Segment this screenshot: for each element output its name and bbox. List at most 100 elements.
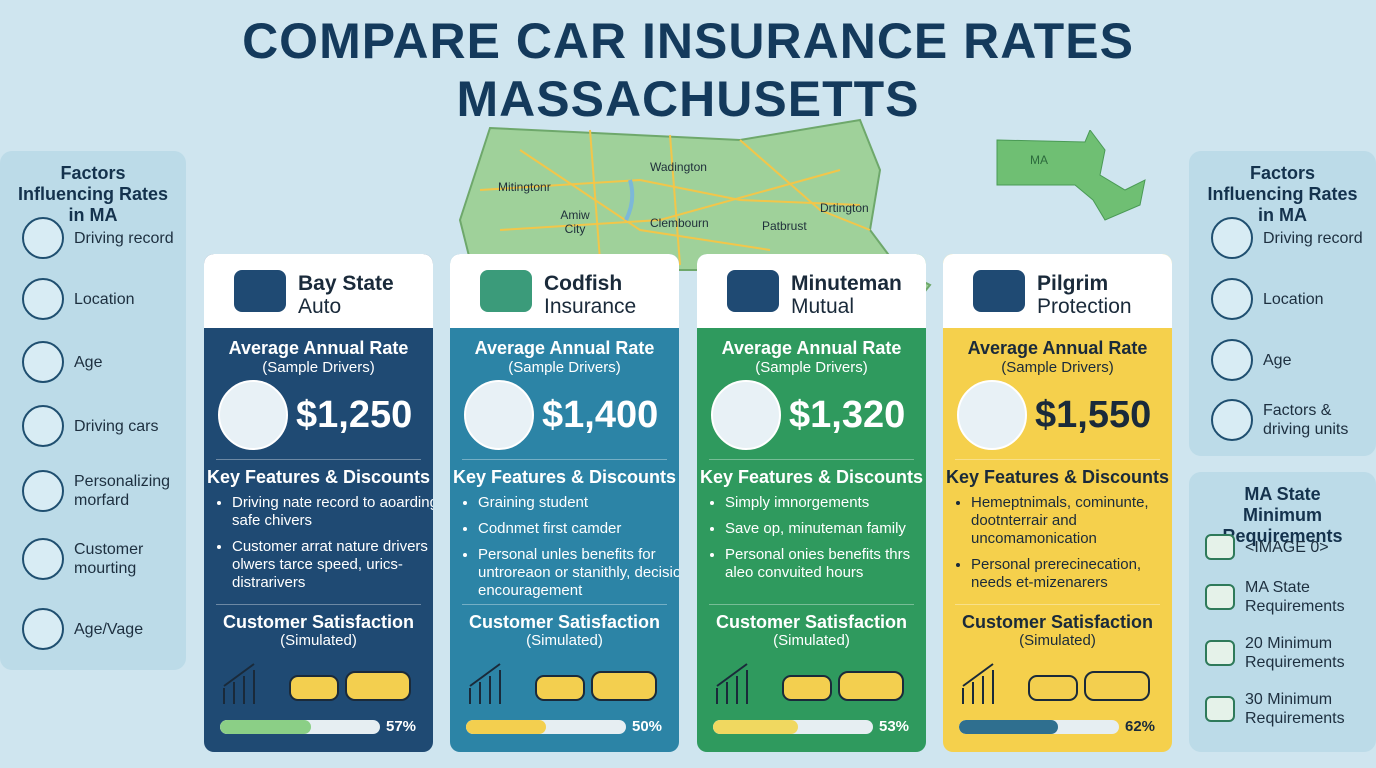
panel-title: Factors Influencing Rates in MA bbox=[17, 163, 169, 225]
name-line: Codfish bbox=[544, 272, 623, 295]
features-heading: Key Features & Discounts bbox=[206, 467, 431, 487]
title-line: COMPARE CAR INSURANCE RATES bbox=[242, 13, 1134, 69]
features: Graining student Codnmet first camder Pers… bbox=[464, 494, 679, 608]
insurer-card: Codfish Insurance Average Annual Rate (Samp… bbox=[450, 254, 679, 752]
feature: Customer arrat nature drivers olwers tar… bbox=[232, 538, 433, 592]
item-icon bbox=[1211, 399, 1253, 441]
card-logo bbox=[480, 270, 532, 312]
map-label: Clembourn bbox=[650, 216, 709, 230]
map-label: Wadington bbox=[650, 160, 707, 174]
rate-heading: Average Annual Rate bbox=[474, 338, 655, 358]
card-name: Pilgrim Protection bbox=[1037, 272, 1132, 318]
card-logo bbox=[727, 270, 779, 312]
card-name: Codfish Insurance bbox=[544, 272, 636, 318]
rate: $1,250 bbox=[296, 394, 413, 436]
card-header: Codfish Insurance bbox=[450, 254, 679, 328]
satisfaction-track bbox=[959, 720, 1119, 734]
satisfaction-sub: (Simulated) bbox=[526, 632, 603, 649]
feature: Save op, minuteman family bbox=[725, 520, 926, 538]
item-icon bbox=[1205, 534, 1235, 560]
divider bbox=[216, 459, 421, 460]
item-icon bbox=[22, 217, 64, 259]
features: Driving nate record to aoarding safe chi… bbox=[218, 494, 433, 600]
side-panel: Factors Influencing Rates in MA Driving r… bbox=[1189, 151, 1376, 456]
panel-item: Customer mourting bbox=[22, 538, 178, 580]
map-label: Mitingtonr bbox=[498, 180, 551, 194]
map-label: Amiw City bbox=[560, 208, 590, 236]
rate: $1,320 bbox=[789, 394, 906, 436]
satisfaction-label: 62% bbox=[1125, 718, 1156, 735]
panel-item: Age bbox=[22, 341, 178, 383]
item-label: Age bbox=[1263, 351, 1292, 369]
side-panel: Factors Influencing Rates in MA Driving r… bbox=[0, 151, 186, 670]
satisfaction-heading: Customer Satisfaction bbox=[715, 612, 908, 632]
item-label: 30 Minimum Requirements bbox=[1245, 691, 1345, 727]
item-label: Driving record bbox=[1263, 229, 1363, 247]
card-name: Bay State Auto bbox=[298, 272, 394, 318]
panel-item: Location bbox=[1211, 278, 1368, 320]
features: Simply imnorgements Save op, minuteman fa… bbox=[711, 494, 926, 590]
divider bbox=[955, 604, 1160, 605]
inset-label: MA bbox=[1030, 153, 1048, 167]
divider bbox=[709, 604, 914, 605]
cars-icon bbox=[469, 663, 657, 704]
cars-illustration bbox=[959, 658, 1159, 708]
feature: Personal prerecinecation, needs et-mizen… bbox=[971, 556, 1172, 592]
features: Hemeptnimals, cominunte, dootnterrair an… bbox=[957, 494, 1172, 600]
panel-title: Factors Influencing Rates in MA bbox=[1207, 163, 1358, 225]
satisfaction-sub: (Simulated) bbox=[1019, 632, 1096, 649]
satisfaction-track bbox=[220, 720, 380, 734]
map-label: Patbrust bbox=[762, 219, 807, 233]
rate-heading: Average Annual Rate bbox=[228, 338, 409, 358]
feature: Personal onies benefits thrs aleo convui… bbox=[725, 546, 926, 582]
rate: $1,400 bbox=[542, 394, 659, 436]
item-icon bbox=[1211, 339, 1253, 381]
card-logo bbox=[234, 270, 286, 312]
panel-item: Driving record bbox=[22, 217, 178, 259]
features-heading: Key Features & Discounts bbox=[452, 467, 677, 487]
panel-item: Personalizing morfard bbox=[22, 470, 178, 512]
name-line: Mutual bbox=[791, 295, 855, 318]
panel-item: MA State Requirements bbox=[1205, 578, 1362, 616]
name-line: Pilgrim bbox=[1037, 272, 1109, 295]
item-icon bbox=[1211, 278, 1253, 320]
satisfaction-label: 53% bbox=[879, 718, 910, 735]
divider bbox=[955, 459, 1160, 460]
side-panel: MA State Minimum Requirements <IMAGE 0> MA… bbox=[1189, 472, 1376, 752]
item-label: Personalizing morfard bbox=[74, 473, 171, 509]
rate-sub: (Sample Drivers) bbox=[1001, 359, 1114, 376]
satisfaction-bar bbox=[713, 720, 798, 734]
item-label: Location bbox=[1263, 290, 1324, 308]
driver-avatar bbox=[957, 380, 1027, 450]
insurer-card: Pilgrim Protection Average Annual Rate (Sam… bbox=[943, 254, 1172, 752]
item-label: Driving record bbox=[74, 229, 174, 247]
divider bbox=[216, 604, 421, 605]
item-icon bbox=[1205, 584, 1235, 610]
panel-item: Age bbox=[1211, 339, 1368, 381]
item-label: Driving cars bbox=[74, 417, 159, 435]
item-icon bbox=[22, 341, 64, 383]
rate-sub: (Sample Drivers) bbox=[755, 359, 868, 376]
item-icon bbox=[22, 470, 64, 512]
item-label: Factors & driving units bbox=[1263, 402, 1349, 438]
item-label: MA State Requirements bbox=[1245, 579, 1345, 615]
divider bbox=[462, 459, 667, 460]
panel-item: Factors & driving units bbox=[1211, 399, 1368, 441]
feature: Graining student bbox=[478, 494, 679, 512]
card-header: Bay State Auto bbox=[204, 254, 433, 328]
rate-sub: (Sample Drivers) bbox=[262, 359, 375, 376]
feature: Driving nate record to aoarding safe chi… bbox=[232, 494, 433, 530]
inset-map bbox=[996, 130, 1146, 221]
driver-avatar bbox=[711, 380, 781, 450]
item-label: 20 Minimum Requirements bbox=[1245, 635, 1345, 671]
divider bbox=[462, 604, 667, 605]
cars-illustration bbox=[466, 658, 666, 708]
card-logo bbox=[973, 270, 1025, 312]
title-line: MASSACHUSETTS bbox=[456, 71, 920, 127]
name-line: Protection bbox=[1037, 295, 1132, 318]
item-label: Customer mourting bbox=[74, 541, 144, 577]
item-label: Age/Vage bbox=[74, 620, 144, 638]
item-icon bbox=[22, 538, 64, 580]
panel-title: MA State Minimum Requirements bbox=[1222, 484, 1343, 546]
